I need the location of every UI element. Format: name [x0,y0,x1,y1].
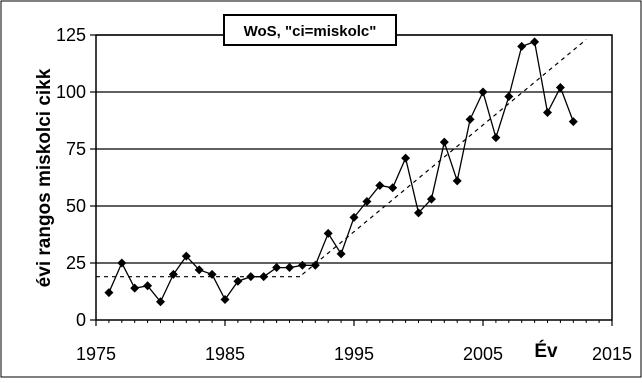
y-tick-label: 125 [56,25,86,45]
data-point-marker [207,269,217,279]
data-point-marker [336,249,346,259]
data-point-marker [530,37,540,47]
data-point-marker [233,276,243,286]
data-point-marker [555,82,565,92]
data-point-marker [517,41,527,51]
trend-line [302,39,587,275]
y-tick-label: 100 [56,82,86,102]
data-point-marker [439,137,449,147]
data-point-marker [143,281,153,291]
data-point-marker [452,176,462,186]
y-tick-label: 75 [66,139,86,159]
y-tick-label: 25 [66,253,86,273]
data-point-marker [362,196,372,206]
data-point-marker [568,117,578,127]
data-point-marker [297,260,307,270]
data-point-marker [285,263,294,273]
data-point-marker [246,272,256,282]
data-point-marker [310,260,320,270]
data-point-marker [426,194,436,204]
x-tick-label: 1995 [334,344,374,364]
x-tick-label: 1975 [76,344,116,364]
data-point-marker [349,212,359,222]
data-point-marker [181,251,191,261]
data-point-marker [168,269,178,279]
y-tick-label: 0 [76,310,86,330]
y-axis-label: évi rangos miskolci cikk [34,68,55,287]
data-point-marker [491,133,501,143]
data-point-marker [375,180,385,190]
data-point-marker [323,228,333,238]
data-point-marker [478,87,488,97]
data-point-marker [130,283,140,293]
data-point-marker [220,294,230,304]
data-point-marker [543,108,552,118]
data-point-marker [104,288,114,298]
x-axis-label: Év [534,340,558,362]
data-point-marker [156,297,165,307]
chart-title: WoS, "ci=miskolc" [244,23,377,40]
data-point-marker [117,258,127,268]
data-point-marker [401,153,411,163]
title-box [223,14,397,46]
x-tick-label: 2005 [463,344,503,364]
tick-layer: 0 25 50 75 100 125 1975 1985 1995 2005 2015 [56,25,632,364]
x-tick-label: 1985 [205,344,245,364]
y-tick-label: 50 [66,196,86,216]
data-point-marker [259,272,269,282]
data-point-marker [194,265,204,275]
data-point-marker [504,92,514,102]
data-point-marker [465,114,475,124]
series-layer [104,37,578,307]
data-point-marker [388,183,398,193]
data-point-marker [414,208,423,218]
data-point-marker [272,263,282,273]
x-tick-label: 2015 [592,344,632,364]
